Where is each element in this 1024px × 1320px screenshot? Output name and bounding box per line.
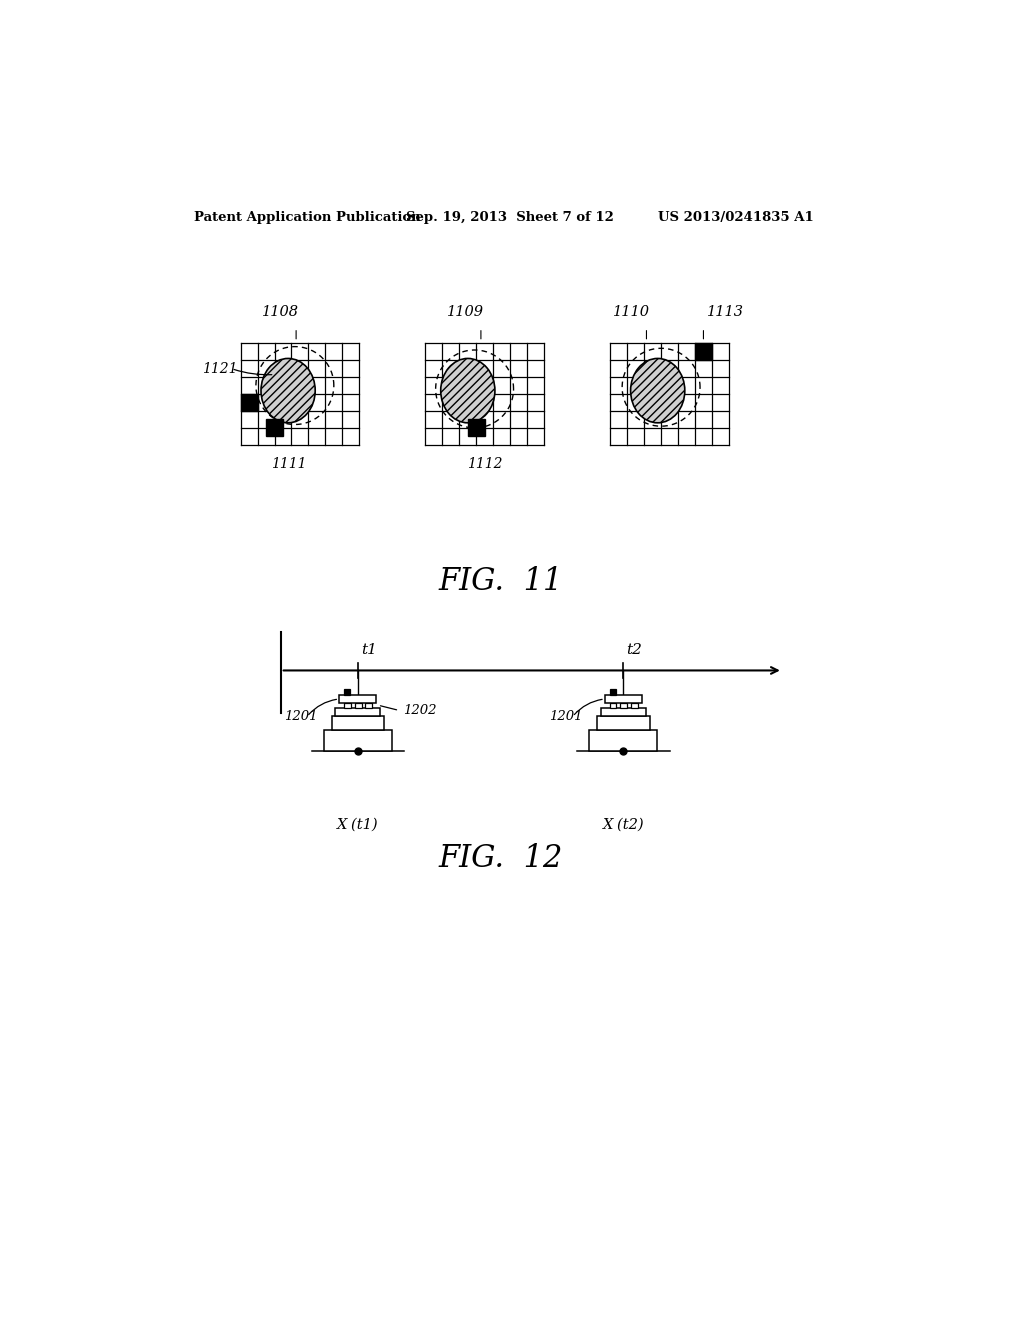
- Bar: [339, 696, 376, 702]
- Bar: [354, 702, 361, 708]
- Bar: [621, 702, 628, 708]
- Bar: [601, 708, 646, 715]
- Bar: [468, 420, 484, 437]
- Bar: [332, 715, 384, 730]
- Bar: [631, 702, 638, 708]
- Bar: [336, 708, 380, 715]
- Text: 1111: 1111: [270, 457, 306, 471]
- Text: 1121: 1121: [202, 362, 238, 376]
- Text: X (t2): X (t2): [602, 817, 644, 832]
- Bar: [344, 702, 351, 708]
- Text: Patent Application Publication: Patent Application Publication: [194, 211, 421, 224]
- Text: X (t1): X (t1): [337, 817, 379, 832]
- Text: t2: t2: [627, 643, 642, 656]
- Text: 1201: 1201: [550, 710, 583, 723]
- Text: 1112: 1112: [467, 457, 503, 471]
- Bar: [609, 702, 616, 708]
- Ellipse shape: [440, 359, 495, 422]
- Text: Sep. 19, 2013  Sheet 7 of 12: Sep. 19, 2013 Sheet 7 of 12: [407, 211, 614, 224]
- Bar: [609, 689, 615, 696]
- Bar: [344, 689, 350, 696]
- Text: 1113: 1113: [708, 305, 744, 319]
- Bar: [590, 730, 657, 751]
- Text: 1202: 1202: [403, 704, 436, 717]
- Text: 1109: 1109: [447, 305, 484, 319]
- Text: 1201: 1201: [284, 710, 317, 723]
- Bar: [695, 343, 712, 360]
- Text: US 2013/0241835 A1: US 2013/0241835 A1: [658, 211, 814, 224]
- Text: FIG.  11: FIG. 11: [438, 565, 562, 597]
- Ellipse shape: [261, 359, 315, 422]
- Bar: [241, 393, 258, 411]
- Bar: [266, 420, 283, 437]
- Ellipse shape: [631, 359, 685, 422]
- Bar: [605, 696, 642, 702]
- Text: 1110: 1110: [612, 305, 649, 319]
- Bar: [324, 730, 391, 751]
- Text: t1: t1: [360, 643, 377, 656]
- Bar: [597, 715, 649, 730]
- Text: FIG.  12: FIG. 12: [438, 842, 562, 874]
- Bar: [366, 702, 373, 708]
- Text: 1108: 1108: [262, 305, 299, 319]
